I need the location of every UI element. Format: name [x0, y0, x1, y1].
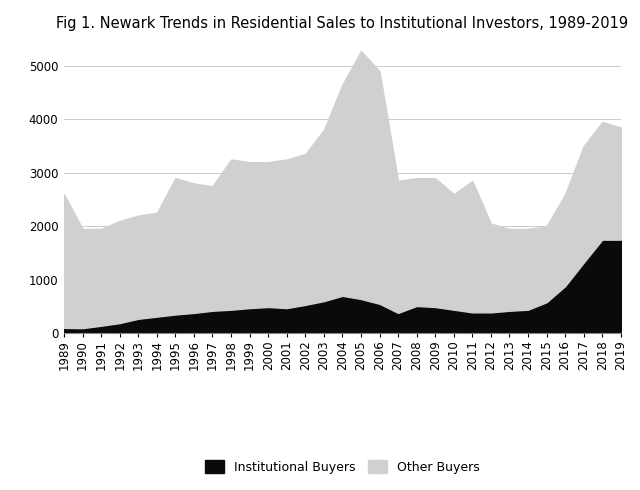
- Legend: Institutional Buyers, Other Buyers: Institutional Buyers, Other Buyers: [199, 454, 486, 480]
- Title: Fig 1. Newark Trends in Residential Sales to Institutional Investors, 1989-2019: Fig 1. Newark Trends in Residential Sale…: [56, 16, 628, 31]
